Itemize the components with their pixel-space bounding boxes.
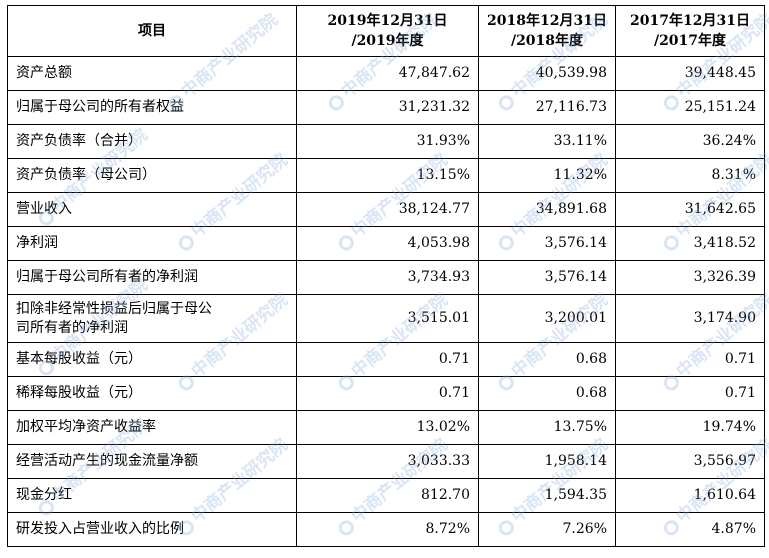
table-row: 经营活动产生的现金流量净额 3,033.33 1,958.14 3,556.97	[7, 444, 765, 479]
row-label: 扣除非经常性损益后归属于母公 司所有者的净利润	[7, 294, 297, 343]
table-row: 资产总额 47,847.62 40,539.98 39,448.45	[7, 56, 765, 91]
table-row: 归属于母公司的所有者权益 31,231.32 27,116.73 25,151.24	[7, 90, 765, 125]
table-row: 营业收入 38,124.77 34,891.68 31,642.65	[7, 192, 765, 227]
cell-v2017: 0.71	[615, 376, 765, 411]
cell-v2018: 0.68	[478, 376, 616, 411]
cell-v2019: 3,515.01	[296, 294, 479, 343]
cell-v2018: 3,576.14	[478, 226, 616, 261]
cell-v2017: 0.71	[615, 342, 765, 377]
header-2018-period: /2018年度	[510, 33, 584, 49]
cell-v2019: 31.93%	[296, 124, 479, 159]
cell-v2019: 47,847.62	[296, 56, 479, 91]
header-2019-date: 2019年12月31日	[327, 13, 448, 29]
cell-v2018: 0.68	[478, 342, 616, 377]
row-label: 稀释每股收益（元）	[7, 376, 297, 411]
cell-v2019: 4,053.98	[296, 226, 479, 261]
cell-v2017: 31,642.65	[615, 192, 765, 227]
table-row: 扣除非经常性损益后归属于母公 司所有者的净利润 3,515.01 3,200.01 3,…	[7, 294, 765, 343]
row-label: 资产总额	[7, 56, 297, 91]
cell-v2019: 0.71	[296, 376, 479, 411]
cell-v2017: 19.74%	[615, 410, 765, 445]
cell-v2019: 3,033.33	[296, 444, 479, 479]
cell-v2019: 0.71	[296, 342, 479, 377]
cell-v2019: 8.72%	[296, 512, 479, 547]
cell-v2017: 3,174.90	[615, 294, 765, 343]
table-row: 加权平均净资产收益率 13.02% 13.75% 19.74%	[7, 410, 765, 445]
cell-v2019: 812.70	[296, 478, 479, 513]
cell-v2017: 3,556.97	[615, 444, 765, 479]
cell-v2019: 13.15%	[296, 158, 479, 193]
table-row: 归属于母公司所有者的净利润 3,734.93 3,576.14 3,326.39	[7, 260, 765, 295]
cell-v2017: 1,610.64	[615, 478, 765, 513]
row-label: 归属于母公司所有者的净利润	[7, 260, 297, 295]
cell-v2017: 3,326.39	[615, 260, 765, 295]
cell-v2017: 36.24%	[615, 124, 765, 159]
cell-v2019: 38,124.77	[296, 192, 479, 227]
cell-v2018: 11.32%	[478, 158, 616, 193]
cell-v2018: 3,200.01	[478, 294, 616, 343]
row-label: 研发投入占营业收入的比例	[7, 512, 297, 547]
row-label-line: 扣除非经常性损益后归属于母公	[16, 300, 212, 317]
header-item: 项目	[7, 5, 297, 57]
header-2017-period: /2017年度	[653, 33, 727, 49]
cell-v2017: 25,151.24	[615, 90, 765, 125]
table-body: 资产总额 47,847.62 40,539.98 39,448.45 归属于母公司的所有…	[7, 56, 765, 547]
table-header-row: 项目 2019年12月31日 /2019年度 2018年12月31日 /2018…	[7, 5, 765, 57]
row-label: 营业收入	[7, 192, 297, 227]
row-label-line: 司所有者的净利润	[16, 319, 128, 336]
cell-v2017: 8.31%	[615, 158, 765, 193]
cell-v2019: 31,231.32	[296, 90, 479, 125]
row-label: 经营活动产生的现金流量净额	[7, 444, 297, 479]
cell-v2018: 13.75%	[478, 410, 616, 445]
row-label: 基本每股收益（元）	[7, 342, 297, 377]
cell-v2018: 1,594.35	[478, 478, 616, 513]
cell-v2017: 3,418.52	[615, 226, 765, 261]
table-row: 基本每股收益（元） 0.71 0.68 0.71	[7, 342, 765, 377]
cell-v2019: 13.02%	[296, 410, 479, 445]
table-row: 研发投入占营业收入的比例 8.72% 7.26% 4.87%	[7, 512, 765, 547]
header-2018-date: 2018年12月31日	[487, 13, 607, 29]
row-label: 归属于母公司的所有者权益	[7, 90, 297, 125]
cell-v2019: 3,734.93	[296, 260, 479, 295]
row-label: 资产负债率（母公司）	[7, 158, 297, 193]
table-row: 稀释每股收益（元） 0.71 0.68 0.71	[7, 376, 765, 411]
row-label: 现金分红	[7, 478, 297, 513]
row-label: 加权平均净资产收益率	[7, 410, 297, 445]
row-label: 资产负债率（合并）	[7, 124, 297, 159]
header-2019-period: /2019年度	[351, 33, 424, 49]
cell-v2017: 39,448.45	[615, 56, 765, 91]
financial-data-table: 项目 2019年12月31日 /2019年度 2018年12月31日 /2018…	[7, 5, 765, 547]
header-2017: 2017年12月31日 /2017年度	[615, 5, 765, 57]
table-row: 资产负债率（合并） 31.93% 33.11% 36.24%	[7, 124, 765, 159]
cell-v2018: 1,958.14	[478, 444, 616, 479]
cell-v2018: 33.11%	[478, 124, 616, 159]
header-2019: 2019年12月31日 /2019年度	[296, 5, 479, 57]
cell-v2018: 34,891.68	[478, 192, 616, 227]
cell-v2018: 7.26%	[478, 512, 616, 547]
header-2018: 2018年12月31日 /2018年度	[478, 5, 616, 57]
cell-v2017: 4.87%	[615, 512, 765, 547]
table-row: 资产负债率（母公司） 13.15% 11.32% 8.31%	[7, 158, 765, 193]
cell-v2018: 40,539.98	[478, 56, 616, 91]
row-label: 净利润	[7, 226, 297, 261]
table-row: 净利润 4,053.98 3,576.14 3,418.52	[7, 226, 765, 261]
header-2017-date: 2017年12月31日	[630, 13, 750, 29]
cell-v2018: 3,576.14	[478, 260, 616, 295]
table-row: 现金分红 812.70 1,594.35 1,610.64	[7, 478, 765, 513]
cell-v2018: 27,116.73	[478, 90, 616, 125]
